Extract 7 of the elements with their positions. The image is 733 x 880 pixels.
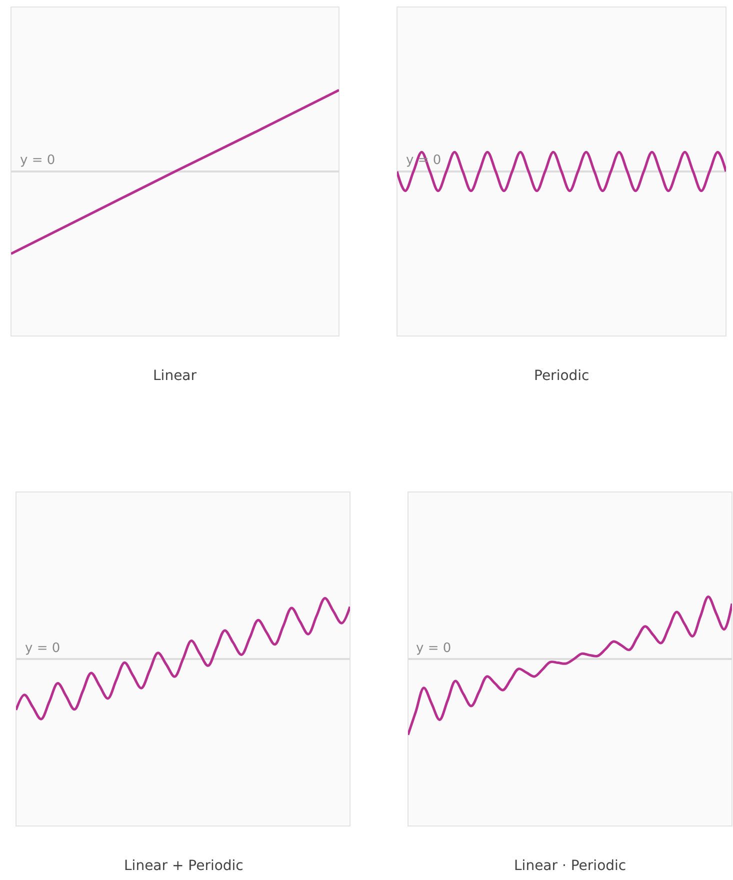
text: Linear + Periodic [124, 858, 244, 874]
text: Linear [153, 368, 197, 384]
annotation: y = 0 [416, 641, 452, 656]
text: Periodic [534, 368, 590, 384]
annotation: y = 0 [25, 641, 60, 656]
text: Linear · Periodic [514, 858, 626, 874]
annotation: y = 0 [20, 153, 56, 168]
